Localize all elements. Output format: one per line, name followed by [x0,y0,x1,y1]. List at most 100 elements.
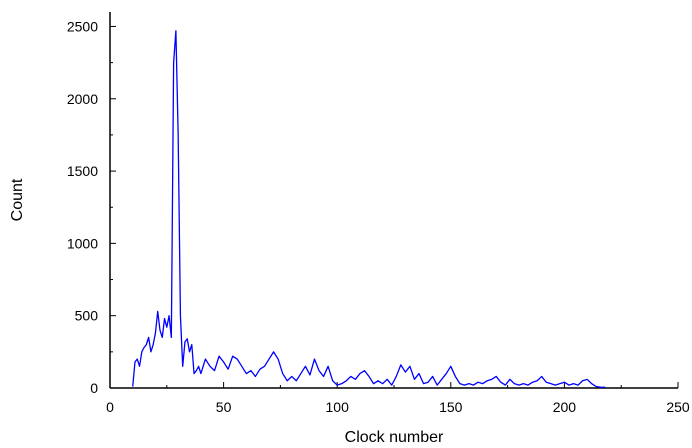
data-point [432,376,433,377]
data-point [473,385,474,386]
data-point [268,358,269,359]
data-point [214,370,215,371]
data-point [273,351,274,352]
y-tick-label: 1000 [67,235,98,251]
data-point [141,351,142,352]
data-point [500,382,501,383]
data-point [546,382,547,383]
data-point [377,380,378,381]
data-point [496,376,497,377]
data-point [382,383,383,384]
data-point [264,366,265,367]
data-point [193,373,194,374]
data-point [582,380,583,381]
data-point [587,379,588,380]
data-point [596,386,597,387]
data-point [337,385,338,386]
data-point [218,356,219,357]
data-point [296,380,297,381]
data-point [232,356,233,357]
data-point [246,373,247,374]
data-point [282,373,283,374]
data-point [405,371,406,372]
data-points [132,30,606,388]
data-point [482,383,483,384]
data-point [153,344,154,345]
data-point [559,383,560,384]
data-point [514,383,515,384]
data-point [341,383,342,384]
data-point [132,386,133,387]
data-point [427,382,428,383]
x-tick-label: 50 [216,399,232,415]
data-point [523,383,524,384]
data-point [159,330,160,331]
data-point [455,376,456,377]
data-point [409,366,410,367]
data-point [259,369,260,370]
data-point [187,338,188,339]
data-point [255,376,256,377]
data-point [139,366,140,367]
data-point [414,379,415,380]
data-point [359,373,360,374]
data-point [509,379,510,380]
data-point [568,385,569,386]
x-tick-label: 100 [326,399,350,415]
y-tick-label: 0 [90,380,98,396]
y-tick-label: 1500 [67,163,98,179]
data-point [346,380,347,381]
data-point [368,376,369,377]
data-point [223,361,224,362]
data-point [237,358,238,359]
data-point [137,358,138,359]
data-point [134,361,135,362]
data-point [423,383,424,384]
data-point [143,347,144,348]
data-point [278,358,279,359]
data-point [184,341,185,342]
axes [109,12,678,389]
data-point [441,379,442,380]
y-axis-title: Count [9,178,26,221]
data-point [323,376,324,377]
data-point [477,382,478,383]
data-point [250,370,251,371]
data-point [178,134,179,135]
data-point [605,387,606,388]
data-point [487,380,488,381]
data-point [459,383,460,384]
data-point [418,373,419,374]
data-point [148,337,149,338]
data-point [396,376,397,377]
data-point [146,344,147,345]
data-point [350,376,351,377]
data-point [527,385,528,386]
data-point [464,385,465,386]
x-tick-label: 150 [439,399,463,415]
x-tick-label: 250 [666,399,690,415]
data-point [191,344,192,345]
data-point [450,366,451,367]
data-point [364,370,365,371]
data-point [518,385,519,386]
data-point [491,379,492,380]
data-point [541,376,542,377]
data-point [332,380,333,381]
y-tick-label: 500 [75,308,99,324]
data-point [577,385,578,386]
data-point [373,383,374,384]
data-point [555,385,556,386]
data-point [505,385,506,386]
data-point [564,382,565,383]
data-point [532,382,533,383]
data-point [300,373,301,374]
x-axis-title: Clock number [345,429,444,446]
data-point [309,374,310,375]
data-point [168,315,169,316]
data-point [446,373,447,374]
y-tick-label: 2500 [67,18,98,34]
data-point [318,370,319,371]
